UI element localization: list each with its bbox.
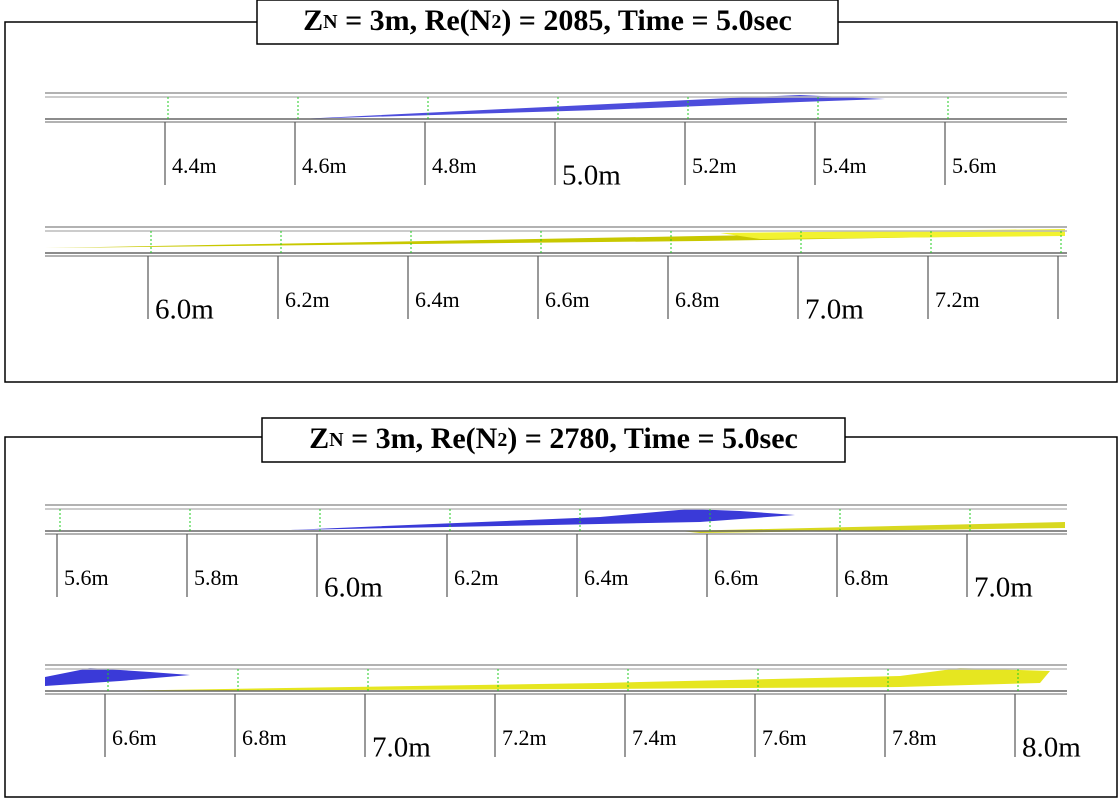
title-part: 2	[491, 11, 501, 33]
tick-label: 7.6m	[762, 725, 807, 750]
title-part: = 3m, Re(N	[344, 422, 498, 455]
title-part: 2	[497, 429, 507, 451]
yellow-plume	[100, 668, 1050, 691]
tick-label: 6.6m	[714, 565, 759, 590]
tick-label: 6.8m	[242, 725, 287, 750]
tick-label: 4.8m	[432, 153, 477, 178]
tick-label: 6.2m	[285, 287, 330, 312]
panel-frame	[5, 437, 1117, 797]
tick-label: 6.8m	[844, 565, 889, 590]
tick-label: 6.4m	[584, 565, 629, 590]
title-part: Z	[309, 422, 329, 455]
tick-label: 4.6m	[302, 153, 347, 178]
tick-label: 4.4m	[172, 153, 217, 178]
tick-label: 7.8m	[892, 725, 937, 750]
title-part: = 3m, Re(N	[338, 4, 492, 37]
title-part: Z	[303, 4, 323, 37]
tick-label: 6.2m	[454, 565, 499, 590]
tick-label: 6.4m	[415, 287, 460, 312]
tick-label: 7.2m	[502, 725, 547, 750]
tick-label: 7.0m	[974, 572, 1033, 604]
tick-label: 6.0m	[155, 294, 214, 326]
title-part: N	[323, 11, 338, 33]
tick-label: 7.0m	[372, 732, 431, 764]
tick-label: 6.6m	[112, 725, 157, 750]
tick-label: 5.8m	[194, 565, 239, 590]
tick-label: 6.6m	[545, 287, 590, 312]
tick-label: 6.0m	[324, 572, 383, 604]
tick-label: 7.2m	[935, 287, 980, 312]
blue-plume	[45, 668, 190, 686]
tick-label: 6.8m	[675, 287, 720, 312]
blue-plume	[300, 95, 885, 119]
panel-title: ZN = 3m, Re(N2) = 2085, Time = 5.0sec	[303, 4, 792, 37]
tick-label: 5.6m	[64, 565, 109, 590]
tick-label: 7.0m	[805, 294, 864, 326]
blue-plume	[290, 509, 795, 530]
panel-title: ZN = 3m, Re(N2) = 2780, Time = 5.0sec	[309, 422, 798, 455]
tick-label: 5.0m	[562, 160, 621, 192]
figure: ZN = 3m, Re(N2) = 2085, Time = 5.0sec4.4…	[0, 0, 1120, 800]
panel-frame	[5, 22, 1117, 382]
tick-label: 5.6m	[952, 153, 997, 178]
tick-label: 5.2m	[692, 153, 737, 178]
title-part: ) = 2780, Time = 5.0sec	[507, 422, 798, 455]
tick-label: 8.0m	[1022, 732, 1081, 764]
title-part: N	[329, 429, 344, 451]
title-part: ) = 2085, Time = 5.0sec	[501, 4, 792, 37]
tick-label: 7.4m	[632, 725, 677, 750]
tick-label: 5.4m	[822, 153, 867, 178]
